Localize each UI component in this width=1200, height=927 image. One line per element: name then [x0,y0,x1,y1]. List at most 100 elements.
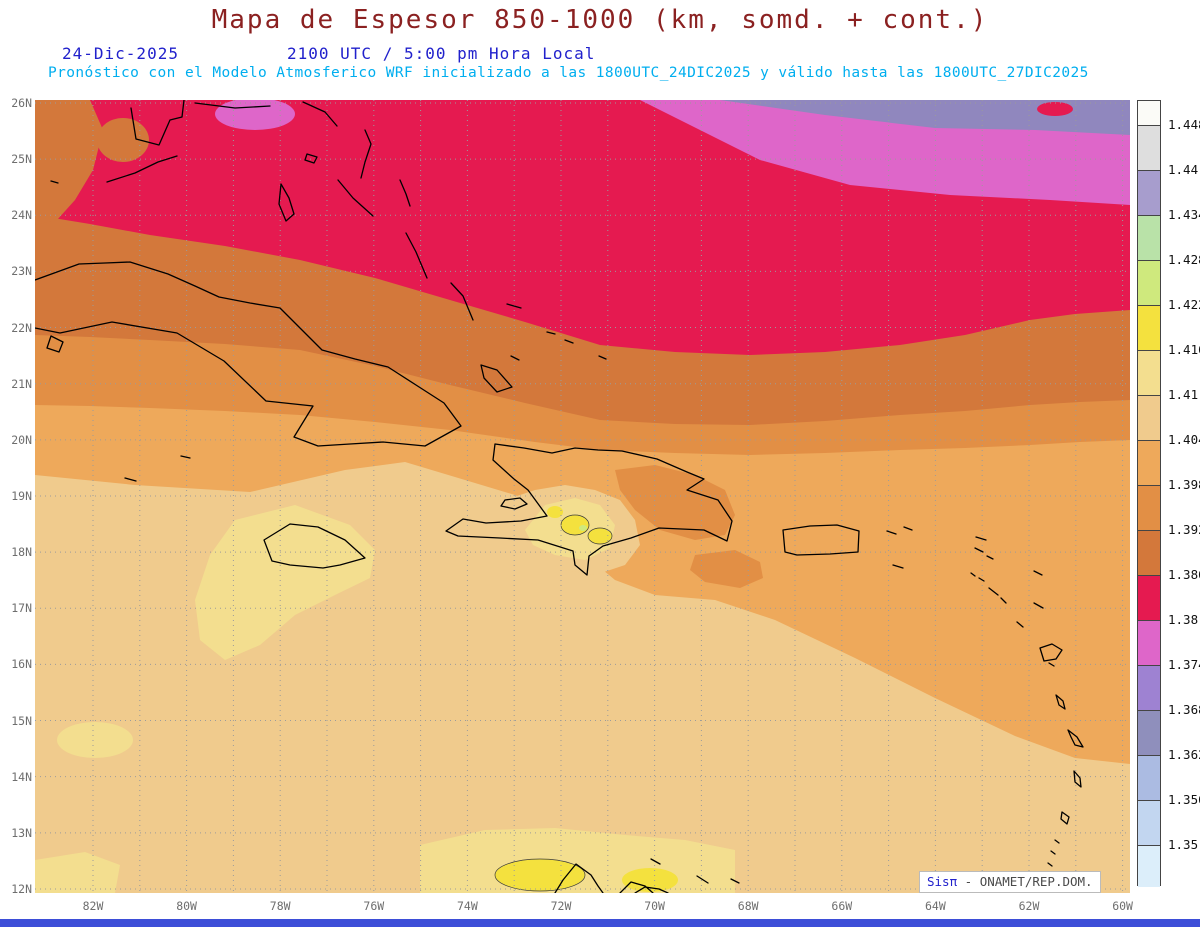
lon-tick-label: 64W [925,899,946,913]
colorbar-tick-label: 1.404 [1168,432,1200,447]
lon-tick-label: 70W [644,899,665,913]
lat-tick-label: 22N [11,320,32,335]
colorbar-tick-label: 1.386 [1168,567,1200,582]
green-max-hispaniola [579,525,587,531]
colorbar-swatch [1138,801,1160,846]
lon-tick-label: 74W [457,899,478,913]
forecast-note: Pronóstico con el Modelo Atmosferico WRF… [48,65,1089,81]
coastline-florida [50,100,338,184]
lat-tick-label: 23N [11,264,32,279]
contour-fills [35,100,1130,893]
colorbar-tick-label: 1.434 [1168,207,1200,222]
lat-tick-label: 16N [11,657,32,672]
coastline-jamaica [263,523,366,569]
bottom-border-bar [0,919,1200,927]
colorbar-swatch [1138,351,1160,396]
orange-patch-east-dr [615,465,735,540]
crimson-spot-north [1037,102,1073,116]
colorbar-tick-label: 1.41 [1168,387,1199,402]
colorbar-tick-label: 1.428 [1168,252,1200,267]
colorbar-swatch [1138,531,1160,576]
lon-tick-label: 80W [176,899,197,913]
band-slate-purple [720,100,1130,135]
colorbar-swatch [1138,621,1160,666]
colorbar-tick-label: 1.362 [1168,747,1200,762]
colorbar-swatch [1138,666,1160,711]
colorbar-tick-label: 1.44 [1168,162,1199,177]
colorbar-tick-label: 1.392 [1168,522,1200,537]
watermark-brand: Sisπ [927,874,958,889]
lat-tick-label: 12N [11,881,32,896]
watermark: Sisπ - ONAMET/REP.DOM. [919,871,1101,893]
coastline-south-america [554,858,740,893]
colorbar-swatch [1138,576,1160,621]
colorbar-tick-label: 1.416 [1168,342,1200,357]
lon-tick-label: 60W [1112,899,1133,913]
grid [35,100,1130,893]
coastline-cuba [35,261,462,447]
yellow-max-hispaniola-2 [587,527,613,545]
yellow-max-south-1 [494,858,586,892]
pale-yellow-patch-sw-corner [35,852,120,893]
colorbar-tick-label: 1.35 [1168,837,1199,852]
lat-tick-label: 18N [11,545,32,560]
lon-tick-label: 82W [82,899,104,913]
colorbar-swatch [1138,486,1160,531]
lat-tick-label: 25N [11,152,32,167]
colorbar-swatch [1138,126,1160,171]
dark-orange-florida-bay [97,118,149,162]
yellow-max-hispaniola-3 [547,506,563,518]
watermark-org: ONAMET/REP.DOM. [979,874,1093,889]
coastline-bahamas [278,129,607,393]
coastline-puerto-rico [782,524,860,556]
colorbar-swatch [1138,216,1160,261]
date-label: 24-Dic-2025 [62,44,179,63]
colorbar-swatch [1138,171,1160,216]
lat-tick-label: 20N [11,432,32,447]
valid-time-label: 2100 UTC / 5:00 pm Hora Local [287,44,596,63]
colorbar-swatch [1138,711,1160,756]
coastline-hispaniola [445,443,733,576]
lat-tick-label: 15N [11,713,32,728]
colorbar-swatch [1138,846,1160,887]
colorbar-tick-label: 1.356 [1168,792,1200,807]
yellow-max-south-2 [622,868,678,892]
lat-tick-label: 24N [11,208,32,223]
watermark-dash: - [964,874,973,889]
lat-tick-label: 13N [11,825,32,840]
coastline-cayman [124,455,191,482]
dark-orange-corner [35,100,103,225]
colorbar-tick-label: 1.374 [1168,657,1200,672]
pale-yellow-patch-jamaica [195,505,375,660]
colorbar-swatch [1138,306,1160,351]
colorbar-tick-label: 1.38 [1168,612,1199,627]
lon-tick-label: 78W [269,899,291,913]
lat-tick-label: 19N [11,488,32,503]
lon-tick-label: 68W [737,899,759,913]
orange-patch-samana-south [690,550,763,588]
pale-yellow-patch-sw [57,722,133,758]
colorbar-swatch [1138,396,1160,441]
lon-tick-label: 66W [831,899,853,913]
lon-tick-label: 72W [550,899,572,913]
map-canvas [35,100,1130,893]
lat-tick-label: 21N [11,376,32,391]
colorbar-tick-label: 1.398 [1168,477,1200,492]
coastline-lesser-antilles [886,526,1084,891]
page-title: Mapa de Espesor 850-1000 (km, somd. + co… [211,5,989,35]
coastlines [35,100,1084,893]
colorbar-swatch [1138,101,1160,126]
colorbar-tick-label: 1.448 [1168,117,1200,132]
lat-tick-label: 17N [11,601,32,616]
lon-tick-label: 76W [363,899,385,913]
lon-tick-label: 62W [1018,899,1040,913]
colorbar-swatch [1138,441,1160,486]
yellow-max-hispaniola-1 [560,514,590,536]
lat-tick-label: 26N [11,96,32,110]
colorbar-tick-label: 1.368 [1168,702,1200,717]
lat-tick-label: 14N [11,769,32,784]
colorbar-tick-label: 1.422 [1168,297,1200,312]
colorbar [1137,100,1161,887]
colorbar-swatch [1138,756,1160,801]
